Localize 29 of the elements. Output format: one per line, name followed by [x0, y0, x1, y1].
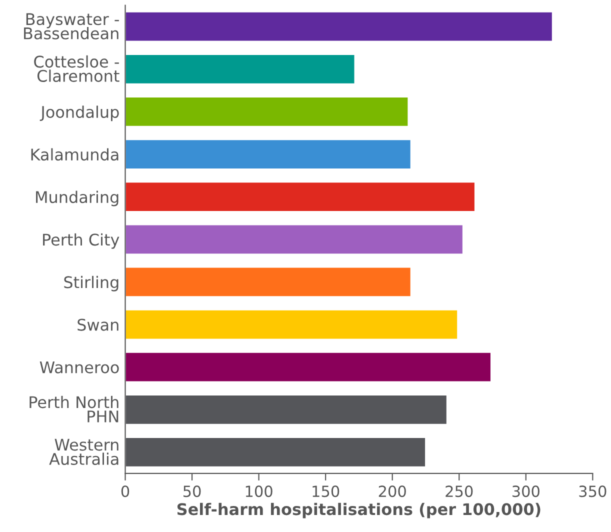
x-tick-label: 350 [579, 486, 606, 498]
x-tick-label: 150 [312, 486, 340, 498]
bar [125, 351, 492, 383]
y-tick-label: Kalamunda [31, 148, 118, 161]
y-tick-label: Cottesloe - Claremont [34, 55, 120, 82]
y-tick-label: Joondalup [40, 106, 119, 122]
x-tick-label: 100 [246, 486, 272, 498]
y-tick-label: Mundaring [36, 190, 118, 206]
x-tick-label: 200 [378, 486, 406, 498]
bar [125, 181, 476, 212]
bar [125, 54, 356, 85]
y-tick-label: Western Australia [49, 438, 118, 466]
bar [125, 138, 412, 170]
y-tick-label: Swan [78, 318, 118, 331]
y-tick-label: Stirling [64, 276, 118, 292]
y-tick-label: Bayswater - Bassendean [24, 13, 119, 40]
bar [125, 266, 412, 298]
x-tick-label: 250 [446, 486, 473, 498]
x-axis-title: Self-harm hospitalisations (per 100,000) [177, 502, 540, 518]
bar [125, 96, 410, 128]
y-tick-label: Wanneroo [40, 362, 119, 374]
y-tick-label: Perth North PHN [30, 396, 118, 422]
y-tick-label: Perth City [43, 233, 120, 249]
x-tick-label: 300 [512, 486, 540, 498]
bar [125, 11, 554, 42]
x-tick-label: 50 [183, 486, 201, 498]
bar [125, 224, 464, 255]
x-tick-label: 0 [121, 486, 130, 498]
bar [125, 308, 458, 340]
